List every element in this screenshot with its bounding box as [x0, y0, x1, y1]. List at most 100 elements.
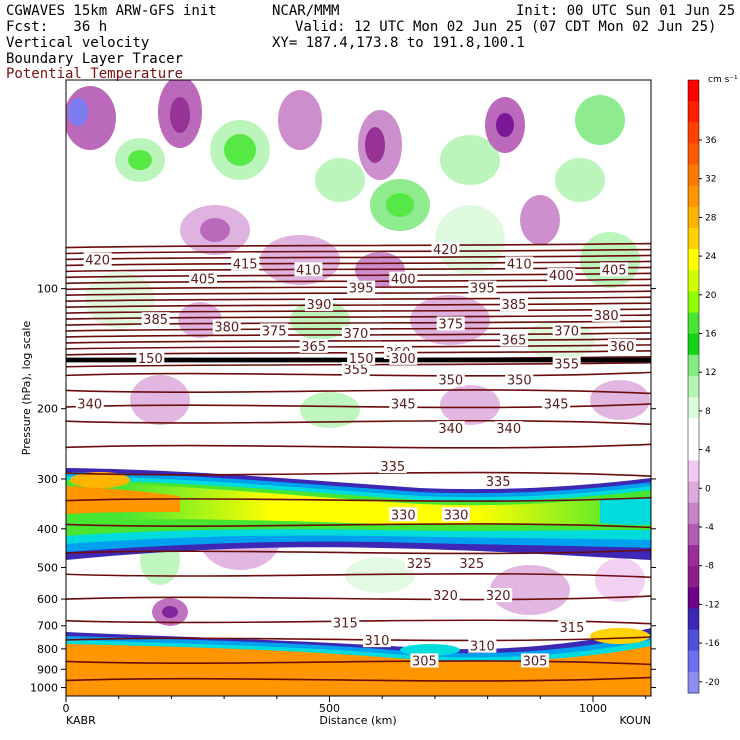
isentrope-label-bg: [75, 396, 104, 411]
isentrope-label-bg: [521, 653, 550, 668]
cross-section-coords: XY= 187.4,173.8 to 191.8,100.1: [272, 35, 525, 51]
colorbar-swatch: [688, 671, 699, 694]
isentrope-label-bg: [141, 312, 170, 327]
colorbar-label: -16: [705, 639, 720, 649]
isentrope-line: [66, 308, 651, 314]
isentrope-label-bg: [341, 362, 370, 377]
isentrope-label-bg: [405, 555, 434, 570]
isentrope-line: [66, 242, 651, 249]
left-endpoint-label: KABR: [66, 714, 96, 727]
isentrope-label-bg: [547, 268, 576, 283]
isentrope-label: 365: [502, 334, 527, 349]
isentrope-label: 320: [486, 589, 511, 604]
isentrope-label-bg: [260, 323, 289, 338]
isentrope-label: 345: [391, 397, 416, 412]
isentrope-label: 370: [343, 327, 368, 342]
isentrope-label: 400: [549, 269, 574, 284]
colorbar-swatch: [688, 333, 699, 356]
isentrope-label: 390: [307, 298, 332, 313]
isentrope-label: 375: [262, 324, 287, 339]
plot-frame: [65, 79, 652, 697]
isentrope-label: 300: [391, 352, 416, 367]
isentrope-line: [66, 260, 651, 267]
isentrope-line: [66, 254, 651, 261]
isentrope-label: 315: [560, 621, 585, 636]
colorbar-label: -4: [705, 523, 714, 533]
isentrope-label-bg: [389, 507, 418, 522]
isentrope-line: [66, 572, 651, 579]
y-tick-label: 800: [37, 643, 58, 656]
isentrope-label: 395: [349, 282, 374, 297]
isentrope-label: 370: [554, 324, 579, 339]
colorbar-label: 16: [705, 330, 717, 340]
isentrope-label-bg: [231, 256, 260, 271]
colorbar-label: 24: [705, 252, 717, 262]
colorbar-swatch: [688, 164, 699, 187]
colorbar-frame: [687, 79, 700, 694]
colorbar-label: -8: [705, 562, 714, 572]
isentrope-label-bg: [341, 326, 370, 341]
isentrope-label: 385: [502, 298, 527, 313]
isentrope-label: 150: [138, 352, 163, 367]
valid-time: Valid: 12 UTC Mon 02 Jun 25 (07 CDT Mon …: [295, 19, 717, 35]
isentrope-label: 330: [444, 508, 469, 523]
colorbar-swatch: [688, 249, 699, 271]
colorbar-swatch: [688, 523, 699, 546]
isentrope-label-bg: [299, 338, 328, 353]
colorbar-swatch: [688, 566, 699, 588]
isentrope-label-bg: [600, 262, 629, 277]
isentrope-label: 325: [459, 557, 484, 572]
isentrope-label-bg: [552, 323, 581, 338]
isentrope-label-bg: [552, 356, 581, 371]
isentrope-line: [66, 290, 651, 297]
isentrope-label-bg: [436, 316, 465, 331]
isentrope-label-bg: [347, 280, 376, 295]
x-tick-label: 500: [319, 702, 340, 715]
isentrope-line: [66, 523, 651, 529]
isentrope-label: 365: [301, 340, 326, 355]
colorbar-swatch: [688, 312, 699, 335]
colorbar-swatch: [688, 227, 699, 250]
isentrope-label-bg: [457, 555, 486, 570]
model-title: CGWAVES 15km ARW-GFS init: [6, 3, 217, 19]
colorbar-units: cm s⁻¹: [708, 75, 738, 85]
isentrope-line: [66, 389, 651, 395]
isentrope-label: 305: [412, 654, 437, 669]
field-boundary-layer-tracer: Boundary Layer Tracer: [6, 51, 184, 67]
colorbar-label: 4: [705, 446, 711, 456]
colorbar-swatch: [688, 291, 699, 314]
isentrope-line: [66, 549, 651, 555]
isentrope-label-bg: [389, 350, 418, 365]
isentrope-label-bg: [410, 653, 439, 668]
colorbar-label: -12: [705, 600, 720, 610]
isentrope-label-bg: [499, 297, 528, 312]
isentrope-label-bg: [347, 350, 376, 365]
isentrope-line: [66, 284, 651, 291]
colorbar-swatch: [688, 587, 699, 609]
potential-temperature-labels: 420 420 415 410 410 405 405 400 400 395 395 390 385 3…: [75, 241, 637, 669]
colorbar-swatch: [688, 650, 699, 673]
isentrope-label: 375: [438, 317, 463, 332]
isentrope-label-bg: [436, 372, 465, 387]
isentrope-label: 385: [143, 313, 168, 328]
isentrope-label-bg: [499, 332, 528, 347]
colorbar-swatch: [688, 375, 699, 398]
vertical-velocity-field: [66, 80, 651, 696]
isentrope-label: 320: [433, 589, 458, 604]
colorbar-swatch: [688, 397, 699, 419]
isentrope-label-bg: [304, 297, 333, 312]
init-time: Init: 00 UTC Sun 01 Jun 25: [516, 3, 736, 19]
isentrope-label: 350: [507, 374, 532, 389]
colorbar-label: 8: [705, 407, 711, 417]
isentrope-line: [66, 248, 651, 255]
isentrope-label: 360: [610, 340, 635, 355]
isentrope-label-bg: [468, 638, 497, 653]
isentrope-label-bg: [484, 473, 513, 488]
isentrope-label: 340: [77, 397, 102, 412]
isentrope-label: 405: [191, 273, 216, 288]
y-axis-label: Pressure (hPa), log scale: [20, 321, 33, 456]
isentrope-label-bg: [505, 256, 534, 271]
organization-label: NCAR/MMM: [272, 3, 340, 19]
colorbar-swatch: [688, 354, 699, 377]
